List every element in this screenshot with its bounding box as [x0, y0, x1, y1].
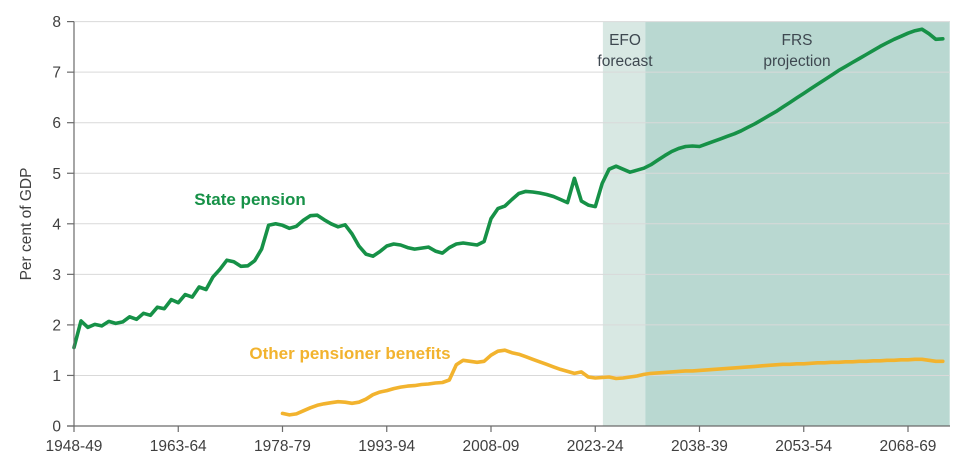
efo-forecast-label-line2: forecast — [597, 53, 653, 70]
y-tick-label-6: 6 — [52, 115, 61, 132]
y-tick-label-1: 1 — [52, 368, 61, 385]
other-pensioner-benefits-line — [280, 348, 945, 417]
x-tick-label-1978-79: 1978-79 — [254, 438, 311, 455]
y-tick-label-5: 5 — [52, 166, 61, 183]
chart-axes — [67, 21, 950, 432]
chart-series — [72, 27, 945, 417]
x-tick-label-2053-54: 2053-54 — [775, 438, 832, 455]
x-tick-label-1963-64: 1963-64 — [150, 438, 207, 455]
y-tick-label-0: 0 — [52, 419, 61, 436]
x-tick-label-2038-39: 2038-39 — [671, 438, 728, 455]
y-tick-label-4: 4 — [52, 216, 61, 233]
chart-plot-area: 0 1 2 3 4 5 6 7 8 1948-49 1963-64 1978-79 1993-94 200… — [46, 14, 950, 455]
y-tick-label-3: 3 — [52, 267, 61, 284]
chart-gridlines — [74, 21, 950, 376]
x-tick-label-1948-49: 1948-49 — [46, 438, 103, 455]
x-tick-label-2008-09: 2008-09 — [463, 438, 520, 455]
x-tick-label-2068-69: 2068-69 — [880, 438, 937, 455]
chart-tick-labels: 0 1 2 3 4 5 6 7 8 1948-49 1963-64 1978-79 1993-94 200… — [46, 14, 937, 455]
efo-forecast-label-line1: EFO — [609, 32, 641, 49]
y-tick-label-2: 2 — [52, 317, 61, 334]
chart-annotations: Per cent of GDP State pension Other pens… — [18, 32, 831, 363]
x-tick-label-2023-24: 2023-24 — [567, 438, 624, 455]
state-pension-label: State pension — [194, 190, 305, 209]
other-pensioner-benefits-label: Other pensioner benefits — [249, 344, 450, 363]
frs-projection-label-line1: FRS — [782, 32, 813, 49]
x-tick-label-1993-94: 1993-94 — [358, 438, 415, 455]
frs-projection-label-line2: projection — [763, 53, 830, 70]
y-tick-label-7: 7 — [52, 65, 61, 82]
y-axis-title: Per cent of GDP — [18, 168, 35, 281]
state-pension-line — [72, 27, 945, 350]
y-tick-label-8: 8 — [52, 14, 61, 31]
